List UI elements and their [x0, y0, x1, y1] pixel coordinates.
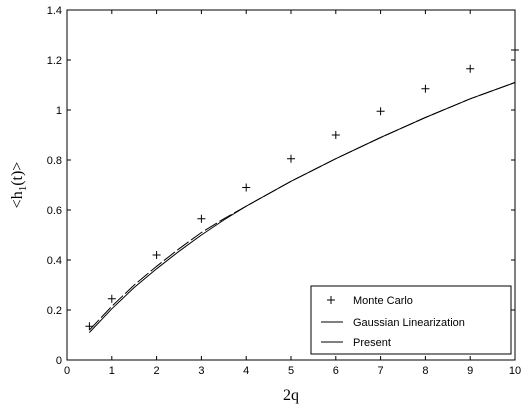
legend-present-label: Present	[353, 337, 391, 349]
monte-carlo-point	[421, 84, 430, 93]
x-tick-label: 7	[378, 365, 384, 377]
x-tick-label: 4	[243, 365, 249, 377]
monte-carlo-point	[107, 294, 116, 303]
y-axis-label-suffix: (t)>	[9, 162, 26, 186]
y-axis-label-subscript: 1	[17, 186, 29, 192]
monte-carlo-point	[85, 322, 94, 331]
x-tick-label: 3	[198, 365, 204, 377]
x-tick-label: 2	[154, 365, 160, 377]
x-tick-label: 9	[467, 365, 473, 377]
y-tick-label: 0.6	[47, 205, 62, 217]
legend-box	[310, 285, 512, 355]
monte-carlo-point	[287, 154, 295, 163]
y-tick-label: 1.4	[47, 5, 62, 17]
legend-gaussian-label: Gaussian Linearization	[353, 317, 465, 329]
axis-ticks: 0 1 2 3 4 5 6 7 8 9 10 0 0.2 0.4 0.6 0.8 1 1.2 1.4	[47, 5, 521, 377]
legend-monte-carlo-label: Monte Carlo	[353, 295, 413, 307]
x-tick-label: 8	[422, 365, 428, 377]
y-tick-label: 0.8	[47, 155, 62, 167]
y-tick-label: 0.2	[47, 305, 62, 317]
monte-carlo-point	[376, 107, 385, 116]
x-tick-label: 0	[64, 365, 70, 377]
x-tick-label: 1	[109, 365, 115, 377]
y-tick-label: 0.4	[47, 255, 62, 267]
x-tick-label: 5	[288, 365, 294, 377]
y-tick-label: 1	[56, 105, 62, 117]
legend: Monte Carlo Gaussian Linearization Prese…	[310, 285, 512, 355]
y-axis-label: <h1(t)>	[9, 162, 29, 209]
x-axis-label: 2q	[283, 387, 299, 404]
chart-marks	[85, 46, 519, 333]
legend-monte-carlo-marker	[327, 296, 335, 304]
monte-carlo-point	[242, 183, 251, 192]
y-tick-label: 1.2	[47, 55, 62, 67]
x-tick-label: 6	[333, 365, 339, 377]
monte-carlo-point	[466, 64, 475, 73]
present-line	[89, 82, 516, 333]
y-axis-label-prefix: <h	[9, 191, 26, 208]
monte-carlo-point	[152, 251, 161, 259]
x-tick-label: 10	[509, 365, 521, 377]
monte-carlo-point	[331, 131, 340, 139]
y-tick-label: 0	[56, 355, 62, 367]
monte-carlo-point	[197, 214, 206, 223]
